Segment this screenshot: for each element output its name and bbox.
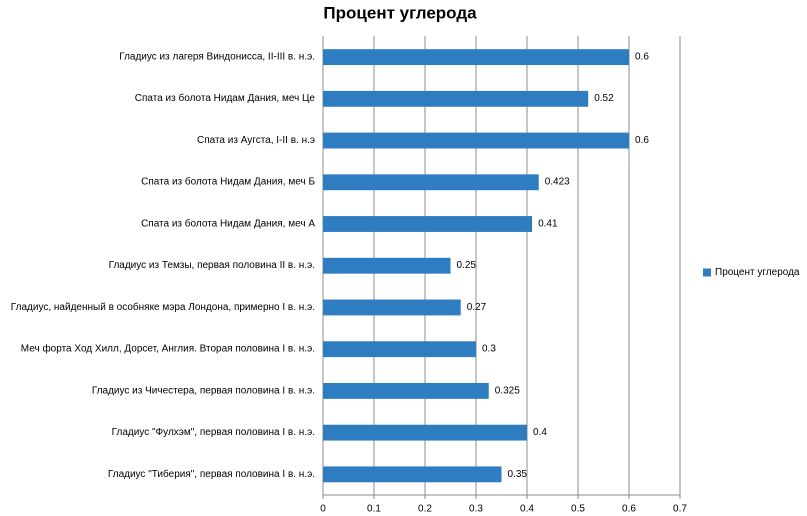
bar	[323, 257, 451, 274]
bar	[323, 341, 476, 358]
data-label: 0.41	[538, 218, 558, 229]
x-tick-label: 0.1	[367, 504, 381, 515]
bar	[323, 174, 539, 191]
data-label: 0.52	[594, 93, 614, 104]
data-label: 0.3	[482, 344, 496, 355]
bar	[323, 216, 533, 232]
y-tick-label: Спата из Аугста, I-II в. н.э	[197, 135, 315, 146]
y-tick-label: Гладиус "Тиберия", первая половина I в. …	[108, 468, 315, 480]
y-tick-label: Меч форта Ход Хилл, Дорсет, Англия. Втор…	[21, 343, 315, 355]
y-tick-label: Спата из болота Нидам Дания, меч Це	[135, 92, 316, 104]
chart-title: Процент углерода	[323, 3, 477, 22]
y-tick-label: Спата из болота Нидам Дания, меч А	[141, 217, 315, 229]
bar	[323, 382, 489, 399]
data-label: 0.325	[495, 385, 520, 396]
x-tick-label: 0.7	[673, 504, 687, 515]
y-tick-label: Гладиус из лагеря Виндонисса, II-III в. …	[119, 52, 315, 63]
data-label: 0.6	[635, 135, 649, 146]
data-label: 0.4	[533, 427, 547, 438]
data-label: 0.27	[467, 302, 487, 313]
x-tick-label: 0.2	[418, 504, 432, 515]
y-tick-label: Гладиус из Чичестера, первая половина I …	[92, 385, 315, 396]
bar	[323, 90, 589, 107]
y-tick-label: Спата из болота Нидам Дания, меч Б	[141, 176, 315, 188]
x-tick-label: 0	[320, 504, 326, 515]
bar	[323, 299, 461, 316]
bar	[323, 132, 629, 149]
data-label: 0.6	[635, 52, 649, 63]
x-tick-label: 0.4	[520, 504, 534, 515]
legend-label: Процент углерода	[715, 267, 800, 278]
data-label: 0.25	[457, 260, 477, 271]
legend-swatch	[703, 268, 711, 277]
x-tick-label: 0.6	[622, 504, 636, 515]
bar	[323, 466, 502, 483]
bar	[323, 424, 527, 441]
y-tick-label: Гладиус "Фулхэм", первая половина I в. н…	[112, 427, 315, 438]
bar	[323, 49, 629, 66]
x-tick-label: 0.5	[571, 504, 585, 515]
data-label: 0.35	[508, 469, 528, 480]
x-tick-label: 0.3	[469, 504, 483, 515]
data-label: 0.423	[545, 177, 570, 188]
y-tick-label: Гладиус из Темзы, первая половина II в. …	[109, 260, 315, 271]
y-tick-label: Гладиус, найденный в особняке мэра Лондо…	[11, 301, 315, 313]
